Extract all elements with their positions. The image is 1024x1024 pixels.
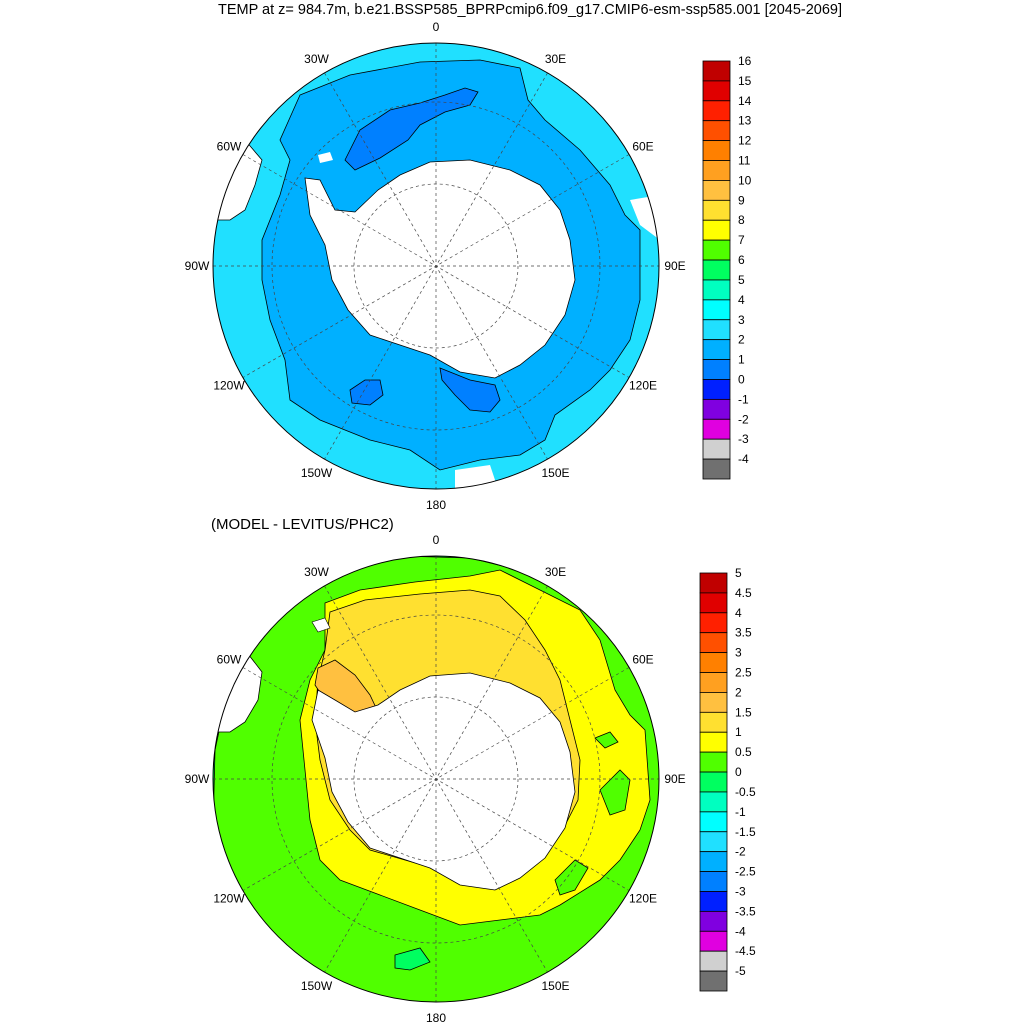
- top-colorbar-swatch: [702, 100, 731, 122]
- top-colorbar-label: 13: [738, 114, 752, 128]
- top-band-1-2-south: [439, 367, 501, 413]
- top-longitude-labels: 0 30E 60E 90E 120E 150E 180 150W 120W 90W 60W 30W: [185, 20, 686, 512]
- top-colorbar-label: 8: [738, 213, 745, 227]
- top-colorbar-swatch: [702, 359, 731, 380]
- top-colorbar-swatch: [702, 180, 731, 201]
- top-lon-label-60e: 60E: [632, 140, 653, 154]
- top-colorbar-label: 10: [738, 173, 752, 187]
- top-colorbar-label: 15: [738, 74, 752, 88]
- top-colorbar-label: 14: [738, 94, 752, 108]
- top-lon-label-180: 180: [426, 498, 446, 512]
- top-colorbar-swatch: [702, 418, 731, 440]
- top-colorbar-swatch: [702, 379, 731, 400]
- top-colorbar-label: 1: [738, 353, 745, 367]
- top-colorbar-swatch: [702, 140, 731, 161]
- top-lon-label-90e: 90E: [664, 259, 685, 273]
- top-graticule: [213, 43, 659, 489]
- top-colorbar-label: 0: [738, 372, 745, 386]
- top-colorbar-label: 16: [738, 54, 752, 68]
- top-lon-label-120w: 120W: [213, 379, 245, 393]
- top-colorbar-swatch: [702, 398, 731, 420]
- top-lon-label-150e: 150E: [541, 466, 569, 480]
- top-colorbar-label: -3: [738, 432, 749, 446]
- top-lon-label-30w: 30W: [304, 52, 329, 66]
- top-colorbar-swatch: [702, 299, 731, 321]
- top-colorbar-label: 4: [738, 293, 745, 307]
- top-colorbar-label: 2: [738, 333, 745, 347]
- top-band-1-2-north: [344, 87, 479, 171]
- top-colorbar-label: 11: [738, 154, 751, 168]
- top-colorbar-swatch: [702, 219, 731, 241]
- top-island-patch: [318, 152, 333, 163]
- top-colorbar-label: -4: [738, 452, 749, 466]
- figure-title: TEMP at z= 984.7m, b.e21.BSSP585_BPRPcmi…: [218, 2, 842, 18]
- top-colorbar-label: 3: [738, 313, 745, 327]
- top-colorbar-label: -1: [738, 392, 749, 406]
- top-colorbar-label: 7: [738, 233, 745, 247]
- top-colorbar-label: 9: [738, 193, 745, 207]
- top-colorbar-swatch: [702, 80, 731, 102]
- top-colorbar-swatch: [702, 458, 731, 480]
- top-lon-label-120e: 120E: [629, 379, 657, 393]
- top-colorbar-swatch: [702, 339, 731, 360]
- top-colorbar-label: 6: [738, 253, 745, 267]
- difference-subtitle: (MODEL - LEVITUS/PHC2): [211, 516, 394, 533]
- top-band-1-2-west: [349, 379, 384, 406]
- top-map-border: [212, 42, 660, 490]
- top-colorbar-label: 5: [738, 273, 745, 287]
- top-colorbar-swatch: [702, 279, 731, 301]
- top-colorbar-swatch: [702, 319, 731, 341]
- top-colorbar-label: 12: [738, 134, 752, 148]
- top-colorbar-swatch: [702, 60, 731, 82]
- top-lon-label-60w: 60W: [217, 140, 242, 154]
- top-lon-label-0: 0: [433, 20, 440, 34]
- top-colorbar-label: -2: [738, 412, 749, 426]
- top-colorbar-swatch: [702, 259, 731, 281]
- top-lon-label-30e: 30E: [545, 52, 566, 66]
- top-colorbar-swatch: [702, 239, 731, 261]
- top-lon-label-90w: 90W: [185, 259, 210, 273]
- top-lon-label-150w: 150W: [301, 466, 333, 480]
- top-colorbar-swatch: [702, 120, 731, 142]
- top-colorbar-swatch: [702, 438, 731, 460]
- top-colorbar-swatch: [702, 160, 731, 181]
- top-colorbar-swatch: [702, 199, 731, 221]
